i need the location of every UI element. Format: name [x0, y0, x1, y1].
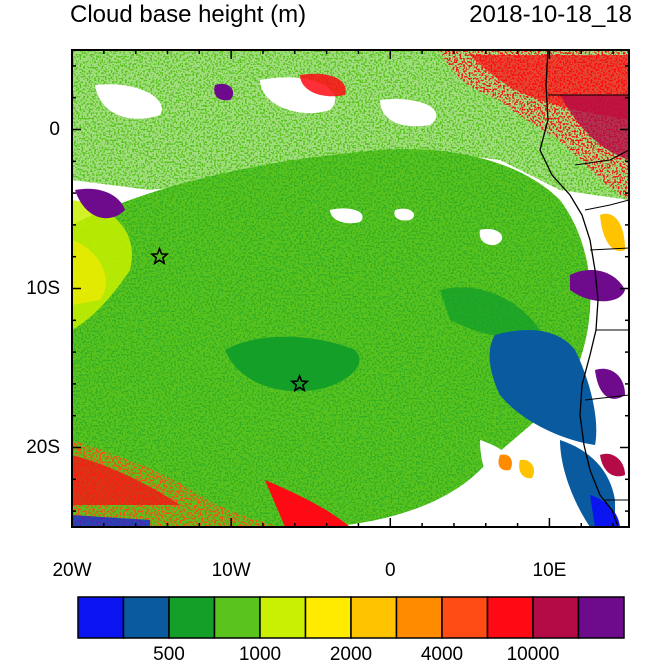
colorbar-swatch: [77, 596, 125, 639]
map-title: Cloud base height (m): [70, 1, 307, 28]
x-tick-label: 20W: [52, 560, 92, 581]
colorbar-swatch: [213, 596, 261, 639]
station-markers: [149, 246, 310, 393]
colorbar-swatch: [441, 596, 489, 639]
y-tick-label: 0: [49, 118, 60, 140]
colorbar-label: 500: [153, 644, 185, 665]
colorbar-swatch: [532, 596, 580, 639]
colorbar-swatch: [259, 596, 307, 639]
colorbar-label: 1000: [238, 644, 282, 665]
colorbar-swatch: [350, 596, 398, 639]
colorbar-label: 2000: [329, 644, 373, 665]
cloud-field: [72, 50, 629, 527]
x-tick-label: 10W: [211, 560, 251, 581]
timestamp: 2018-10-18_18: [469, 1, 632, 28]
colorbar-swatch: [304, 596, 352, 639]
colorbar-swatch: [395, 596, 443, 639]
colorbar-swatch: [486, 596, 534, 639]
y-tick-label: 20S: [26, 436, 60, 458]
x-tick-label: 10E: [532, 560, 567, 581]
colorbar-swatch: [168, 596, 216, 639]
axis-ticks: [71, 50, 629, 527]
x-tick-label: 0: [384, 560, 396, 581]
y-tick-label: 10S: [26, 277, 60, 299]
colorbar-label: 4000: [420, 644, 464, 665]
colorbar-swatch: [122, 596, 170, 639]
colorbar-label: 10000: [506, 644, 560, 665]
colorbar-swatch: [577, 596, 625, 639]
star-marker: [149, 246, 170, 265]
star-marker: [289, 373, 310, 393]
